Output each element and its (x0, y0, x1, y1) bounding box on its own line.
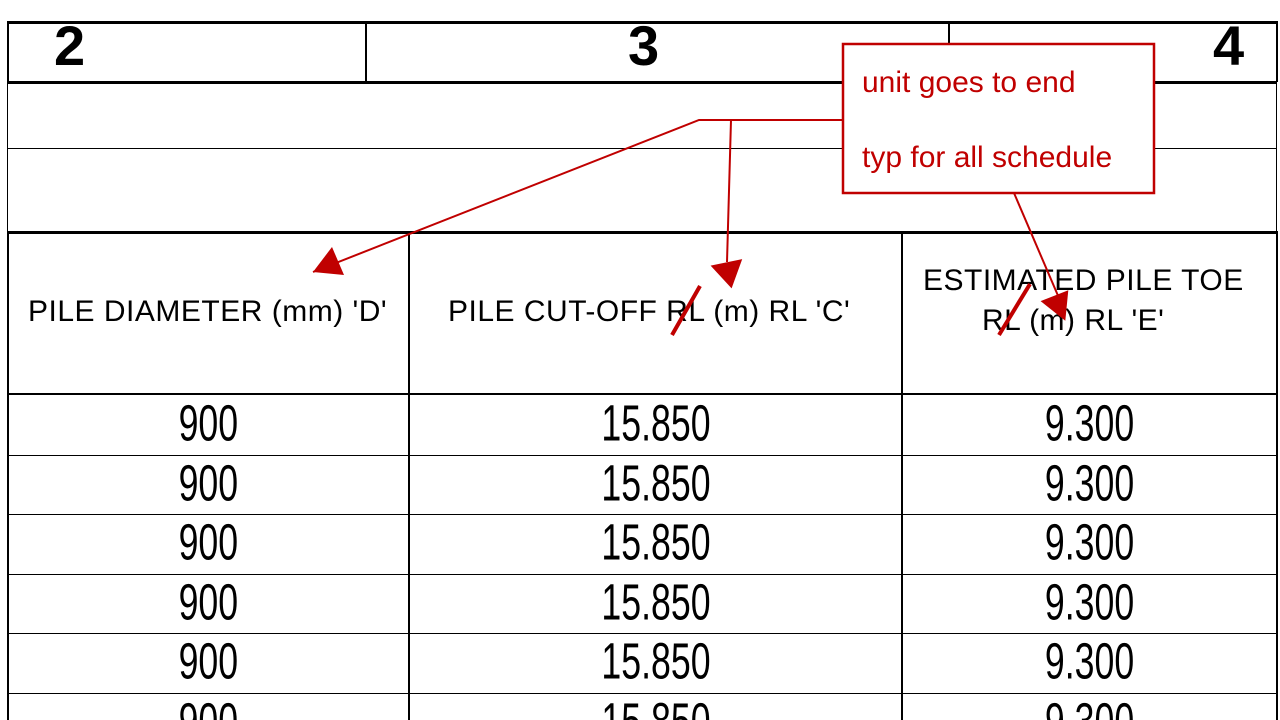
svg-text:typ for all schedule: typ for all schedule (862, 141, 1112, 174)
svg-text:unit goes to end: unit goes to end (862, 66, 1076, 99)
